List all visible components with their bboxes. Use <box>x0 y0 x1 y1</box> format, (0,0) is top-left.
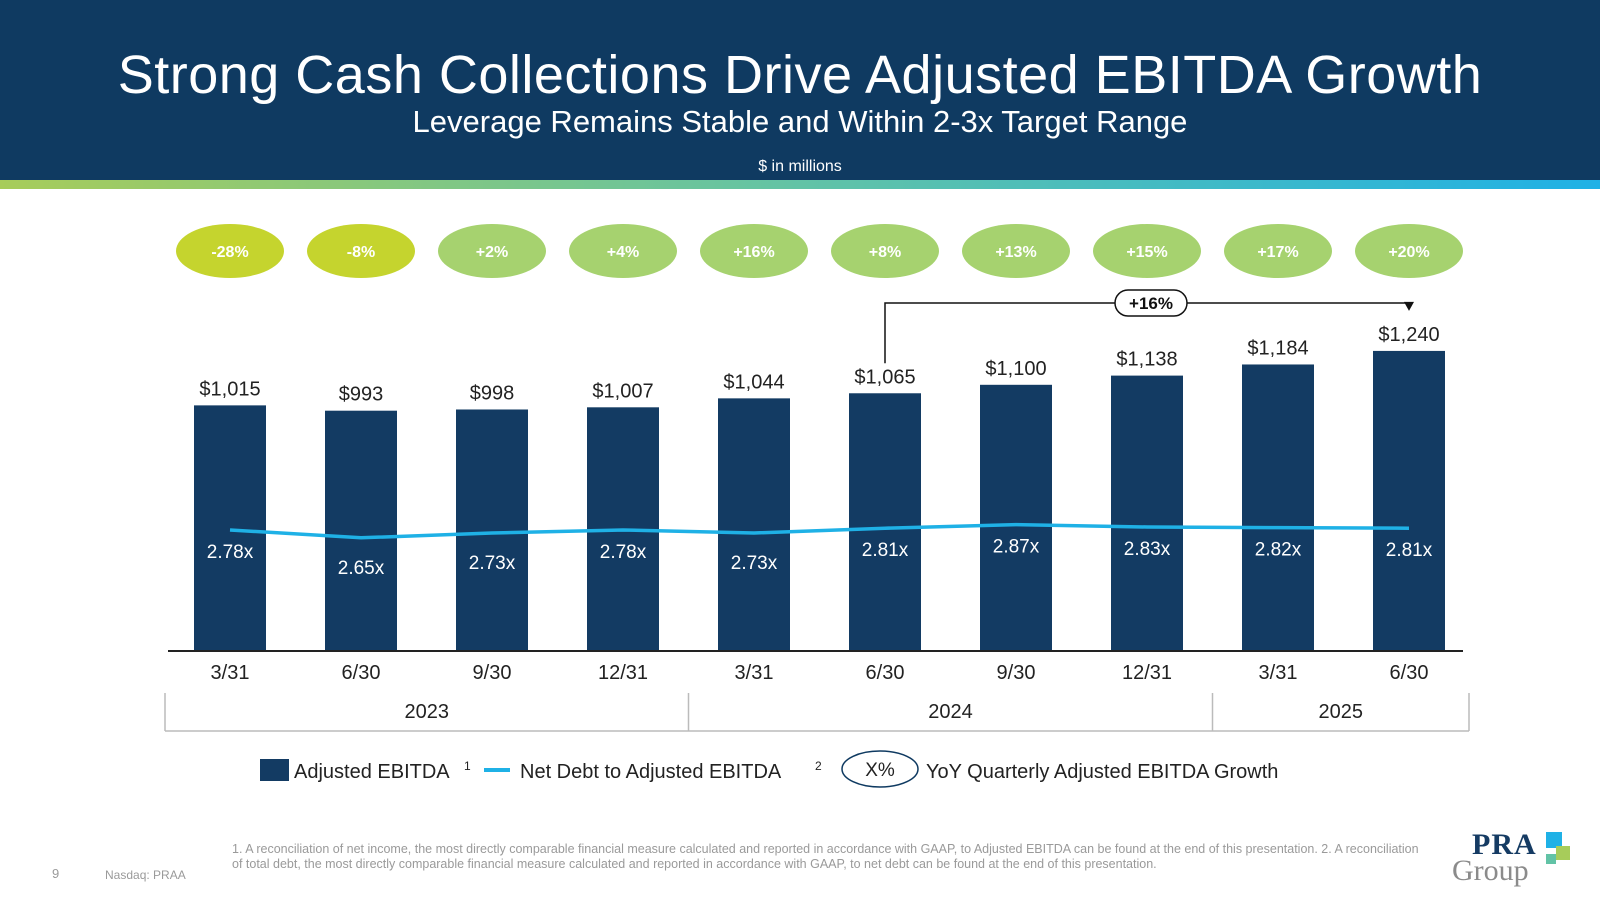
ebitda-bar <box>718 398 790 651</box>
legend-bar-superscript: 1 <box>464 759 471 773</box>
yoy-pill <box>1355 224 1463 278</box>
year-label: 2023 <box>405 701 450 723</box>
net-debt-label: 2.73x <box>731 553 778 574</box>
ebitda-bar <box>1111 375 1183 651</box>
ebitda-value-label: $1,007 <box>592 380 653 402</box>
x-tick-label: 9/30 <box>473 662 512 684</box>
net-debt-label: 2.73x <box>469 553 516 574</box>
ebitda-value-label: $1,015 <box>199 378 260 400</box>
x-tick-label: 9/30 <box>997 662 1036 684</box>
logo-square-icon <box>1546 854 1556 864</box>
ebitda-value-label: $993 <box>339 384 384 406</box>
yoy-pill-label: +20% <box>1388 244 1429 261</box>
legend-bar-label: Adjusted EBITDA <box>294 761 450 783</box>
x-tick-label: 6/30 <box>866 662 905 684</box>
yoy-pill-label: +4% <box>607 244 639 261</box>
x-tick-label: 3/31 <box>1259 662 1298 684</box>
pra-group-logo: PRA Group <box>1448 828 1578 888</box>
x-tick-label: 12/31 <box>598 662 648 684</box>
x-tick-label: 6/30 <box>342 662 381 684</box>
legend-pill-placeholder: X% <box>865 760 895 781</box>
ebitda-bar <box>980 384 1052 651</box>
net-debt-label: 2.78x <box>600 542 647 563</box>
ebitda-bar <box>1242 364 1314 651</box>
ebitda-bar <box>1373 350 1445 651</box>
ebitda-chart: -28% -8% +2% +4% +16% +8% +13% +15% +17% +20% $1,0… <box>164 224 1470 788</box>
x-tick-label: 3/31 <box>211 662 250 684</box>
accent-stripe <box>0 180 1600 189</box>
ebitda-value-label: $998 <box>470 382 515 404</box>
ebitda-value-label: $1,240 <box>1378 324 1439 346</box>
net-debt-label: 2.83x <box>1124 539 1171 560</box>
logo-square-icon <box>1556 846 1570 860</box>
ebitda-value-label: $1,065 <box>854 366 915 388</box>
ebitda-value-label: $1,138 <box>1116 349 1177 371</box>
ebitda-value-label: $1,044 <box>723 371 784 393</box>
yoy-pill <box>307 224 415 278</box>
page-title: Strong Cash Collections Drive Adjusted E… <box>117 45 1483 105</box>
logo-text-bottom: Group <box>1452 854 1529 887</box>
yoy-pill <box>962 224 1070 278</box>
yoy-pill <box>1093 224 1201 278</box>
legend-line-superscript: 2 <box>815 759 822 773</box>
ebitda-value-label: $1,100 <box>985 358 1046 380</box>
net-debt-label: 2.82x <box>1255 540 1302 561</box>
yoy-pill-label: -28% <box>211 244 248 261</box>
net-debt-line <box>229 522 1410 540</box>
page-number: 9 <box>52 866 60 881</box>
ebitda-value-label: $1,184 <box>1247 337 1308 359</box>
ebitda-bar <box>325 410 397 651</box>
annotation-label: +16% <box>1129 294 1173 313</box>
yoy-pill-label: +16% <box>733 244 774 261</box>
yoy-pill <box>831 224 939 278</box>
ebitda-bar <box>456 409 528 651</box>
yoy-pill <box>569 224 677 278</box>
footnote: 1. A reconciliation of net income, the m… <box>232 842 1419 871</box>
page-subtitle: Leverage Remains Stable and Within 2-3x … <box>412 104 1188 139</box>
year-label: 2025 <box>1319 701 1364 723</box>
net-debt-label: 2.81x <box>1386 540 1433 561</box>
yoy-pill <box>1224 224 1332 278</box>
annotation-badge <box>1114 289 1188 317</box>
ebitda-bar <box>194 405 266 651</box>
net-debt-label: 2.81x <box>862 540 909 561</box>
legend-bar-swatch <box>260 759 289 781</box>
yoy-pill <box>176 224 284 278</box>
legend-line-label: Net Debt to Adjusted EBITDA <box>520 761 782 783</box>
ebitda-bar <box>849 393 921 651</box>
legend-pill-label: YoY Quarterly Adjusted EBITDA Growth <box>926 761 1278 783</box>
year-label: 2024 <box>928 701 973 723</box>
legend-pill-swatch <box>841 750 919 788</box>
header-band: Strong Cash Collections Drive Adjusted E… <box>0 0 1600 180</box>
x-tick-label: 3/31 <box>735 662 774 684</box>
annotation-arrow-icon <box>1404 301 1414 311</box>
logo-text-top: PRA <box>1472 828 1537 861</box>
yoy-pill-label: +13% <box>995 244 1036 261</box>
yoy-pill <box>700 224 808 278</box>
net-debt-label: 2.87x <box>993 537 1040 558</box>
x-tick-label: 6/30 <box>1390 662 1429 684</box>
yoy-pill-label: +2% <box>476 244 508 261</box>
yoy-pill <box>438 224 546 278</box>
net-debt-label: 2.78x <box>207 542 254 563</box>
net-debt-label: 2.65x <box>338 558 385 579</box>
yoy-pill-label: +8% <box>869 244 901 261</box>
yoy-pill-label: +17% <box>1257 244 1298 261</box>
yoy-pill-label: -8% <box>347 244 375 261</box>
logo-square-icon <box>1546 832 1562 848</box>
units-label: $ in millions <box>758 158 842 175</box>
yoy-pill-label: +15% <box>1126 244 1167 261</box>
ticker-label: Nasdaq: PRAA <box>105 868 186 882</box>
x-tick-label: 12/31 <box>1122 662 1172 684</box>
